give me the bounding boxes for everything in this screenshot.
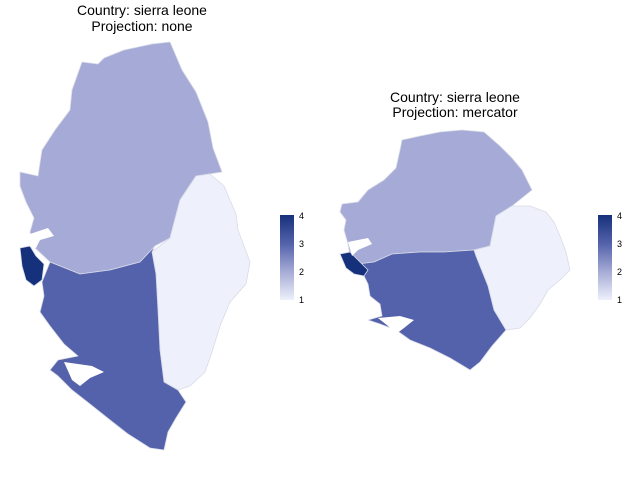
panel-title-line2: Projection: none — [91, 18, 192, 34]
panel-title-line2: Projection: mercator — [392, 104, 518, 120]
region-southern — [39, 245, 187, 451]
map-panel-mercator: Country: sierra leone Projection: mercat… — [339, 89, 622, 371]
legend-colorbar — [280, 215, 294, 300]
legend-tick-label: 4 — [299, 211, 304, 221]
estuary-cutout — [378, 316, 414, 334]
legend-colorbar — [598, 215, 612, 300]
region-southern — [357, 249, 507, 371]
estuary-cutout — [348, 238, 372, 256]
legend-ticks: 1 2 3 4 — [617, 211, 622, 305]
legend: 1 2 3 4 — [598, 211, 622, 305]
legend-ticks: 1 2 3 4 — [299, 211, 304, 305]
legend: 1 2 3 4 — [280, 211, 304, 305]
map-panel-none: Country: sierra leone Projection: none 1… — [19, 2, 304, 451]
legend-tick-label: 2 — [617, 267, 622, 277]
legend-tick-label: 2 — [299, 267, 304, 277]
panel-title-line1: Country: sierra leone — [77, 2, 207, 18]
region-western — [19, 245, 45, 287]
legend-tick-label: 1 — [617, 295, 622, 305]
legend-tick-label: 4 — [617, 211, 622, 221]
estuary-cutout — [64, 362, 104, 386]
legend-tick-label: 1 — [299, 295, 304, 305]
estuary-cutout — [28, 228, 54, 248]
legend-tick-label: 3 — [299, 239, 304, 249]
legend-tick-label: 3 — [617, 239, 622, 249]
panel-title-line1: Country: sierra leone — [390, 89, 520, 105]
